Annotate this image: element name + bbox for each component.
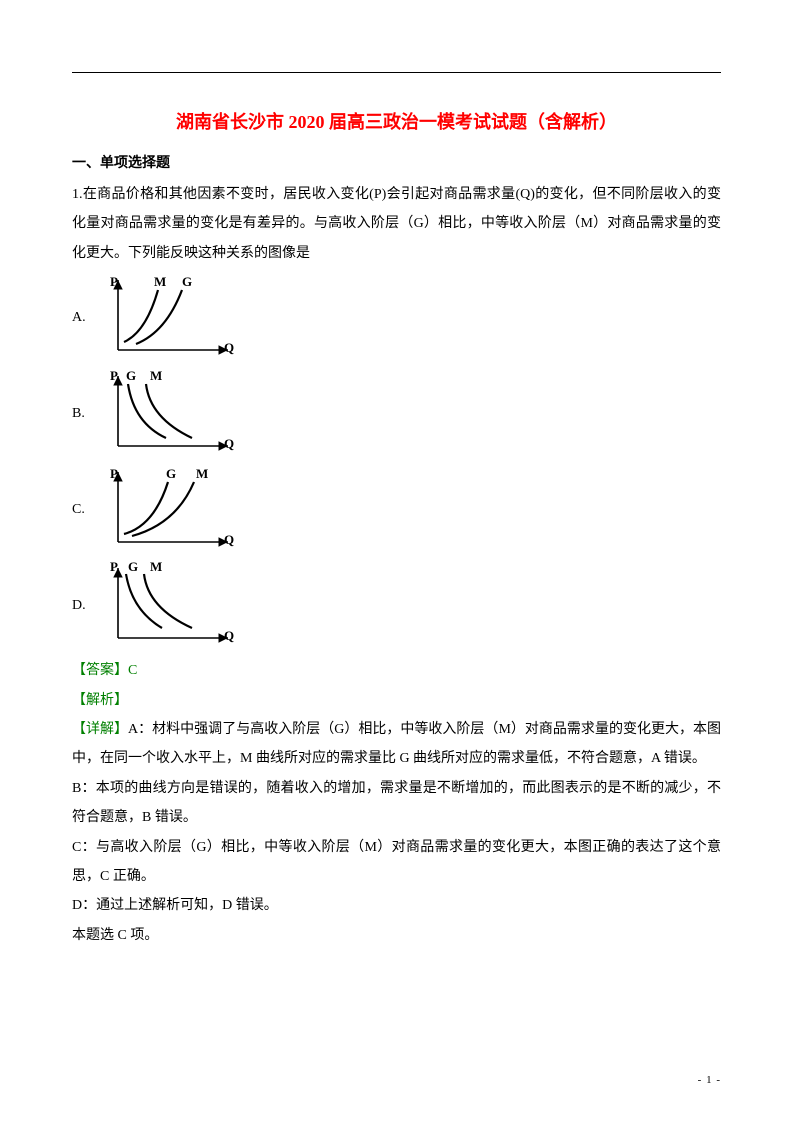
top-rule xyxy=(72,72,721,73)
svg-text:G: G xyxy=(182,274,192,289)
chart-d: P G M Q xyxy=(96,560,246,652)
option-b-row: B. P G M Q xyxy=(72,368,721,460)
svg-text:P: P xyxy=(110,466,118,481)
explain-c: C：与高收入阶层（G）相比，中等收入阶层（M）对商品需求量的变化更大，本图正确的… xyxy=(72,833,721,892)
chart-c: P G M Q xyxy=(96,464,246,556)
section-heading: 一、单项选择题 xyxy=(72,152,721,172)
chart-b: P G M Q xyxy=(96,368,246,460)
option-d-label: D. xyxy=(72,598,96,614)
answer-value: C xyxy=(128,663,137,678)
svg-text:P: P xyxy=(110,274,118,289)
explain-d: D：通过上述解析可知，D 错误。 xyxy=(72,891,721,920)
page-number-text: - 1 - xyxy=(698,1074,721,1086)
analysis-head: 【解析】 xyxy=(72,686,721,715)
question-number: 1. xyxy=(72,187,83,202)
svg-text:G: G xyxy=(166,466,176,481)
svg-text:P: P xyxy=(110,560,118,574)
page-title: 湖南省长沙市 2020 届高三政治一模考试试题（含解析） xyxy=(72,108,721,134)
svg-text:M: M xyxy=(150,560,162,574)
question-stem: 1.在商品价格和其他因素不变时，居民收入变化(P)会引起对商品需求量(Q)的变化… xyxy=(72,180,721,268)
option-b-label: B. xyxy=(72,406,96,422)
option-a-label: A. xyxy=(72,310,96,326)
svg-text:G: G xyxy=(128,560,138,574)
answer-label: 【答案】 xyxy=(72,663,128,678)
svg-text:Q: Q xyxy=(224,340,234,355)
chart-a: P M G Q xyxy=(96,272,246,364)
option-a-row: A. P M G Q xyxy=(72,272,721,364)
title-text: 湖南省长沙市 2020 届高三政治一模考试试题（含解析） xyxy=(176,112,617,132)
svg-text:G: G xyxy=(126,368,136,383)
explain-a: 【详解】A：材料中强调了与高收入阶层（G）相比，中等收入阶层（M）对商品需求量的… xyxy=(72,715,721,774)
svg-text:Q: Q xyxy=(224,436,234,451)
svg-text:Q: Q xyxy=(224,532,234,547)
explain-a-text: A：材料中强调了与高收入阶层（G）相比，中等收入阶层（M）对商品需求量的变化更大… xyxy=(72,722,721,766)
svg-text:M: M xyxy=(150,368,162,383)
answer-line: 【答案】C xyxy=(72,656,721,685)
svg-text:P: P xyxy=(110,368,118,383)
option-c-label: C. xyxy=(72,502,96,518)
svg-text:M: M xyxy=(196,466,208,481)
explain-b: B：本项的曲线方向是错误的，随着收入的增加，需求量是不断增加的，而此图表示的是不… xyxy=(72,774,721,833)
detail-head: 【详解】 xyxy=(72,722,128,737)
svg-text:M: M xyxy=(154,274,166,289)
svg-text:Q: Q xyxy=(224,628,234,643)
conclusion: 本题选 C 项。 xyxy=(72,921,721,950)
option-d-row: D. P G M Q xyxy=(72,560,721,652)
option-c-row: C. P G M Q xyxy=(72,464,721,556)
question-text: 在商品价格和其他因素不变时，居民收入变化(P)会引起对商品需求量(Q)的变化，但… xyxy=(72,187,721,261)
page-number: - 1 - xyxy=(698,1074,721,1086)
